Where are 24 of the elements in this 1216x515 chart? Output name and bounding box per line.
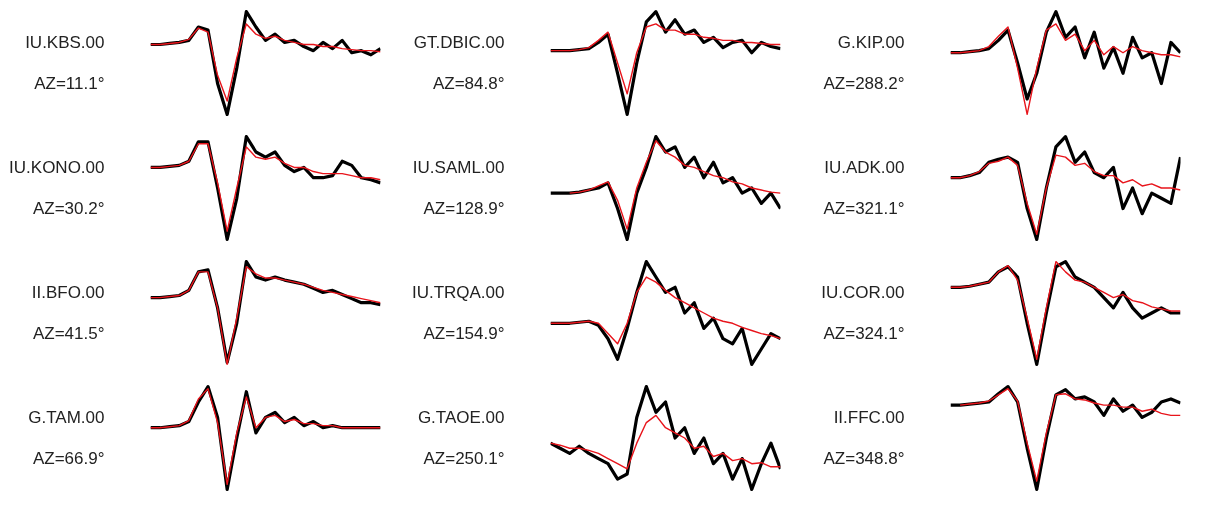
text: GT.DBIC.00: [413, 32, 505, 52]
text: AZ=84.8°: [432, 74, 505, 94]
text: G.TAOE.00: [417, 407, 505, 427]
text: G.TAM.00: [28, 407, 105, 427]
text: AZ=30.2°: [32, 199, 105, 219]
text: IU.COR.00: [821, 282, 905, 302]
text: IU.ADK.00: [824, 157, 905, 177]
text: IU.KBS.00: [25, 32, 105, 52]
text: AZ=41.5°: [32, 324, 105, 344]
text: IU.KONO.00: [9, 157, 105, 177]
text: AZ=250.1°: [423, 449, 505, 469]
text: AZ=154.9°: [423, 324, 505, 344]
text: II.BFO.00: [31, 282, 105, 302]
text: AZ=321.1°: [823, 199, 905, 219]
text: IU.TRQA.00: [411, 282, 505, 302]
text: IU.SAML.00: [412, 157, 505, 177]
text: II.FFC.00: [833, 407, 905, 427]
text: AZ=348.8°: [823, 449, 905, 469]
text: AZ=66.9°: [32, 449, 105, 469]
text: AZ=11.1°: [34, 74, 105, 94]
text: AZ=324.1°: [823, 324, 905, 344]
text: AZ=128.9°: [423, 199, 505, 219]
text: AZ=288.2°: [823, 74, 905, 94]
text: G.KIP.00: [837, 32, 905, 52]
